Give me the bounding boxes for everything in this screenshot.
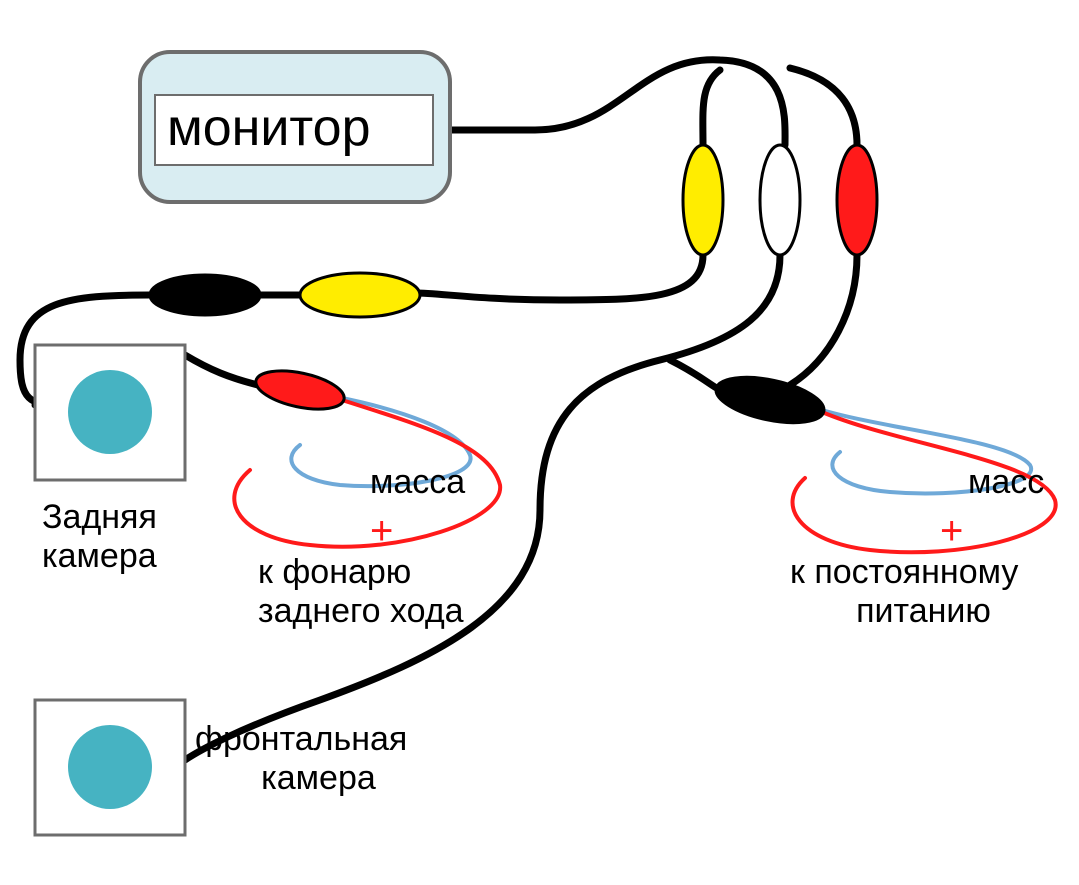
connector-mid-yellow <box>300 273 420 317</box>
label-plus-right: + <box>940 508 963 554</box>
connector-mid-black-right <box>712 369 828 431</box>
front-camera-lens <box>68 725 152 809</box>
rear-camera-lens <box>68 370 152 454</box>
monitor-label: монитор <box>167 99 371 159</box>
wire-blackright-in <box>670 360 720 390</box>
wire-split-red <box>790 68 857 145</box>
wire-yellow-down <box>415 255 703 300</box>
connector-mid-black-left <box>150 275 260 315</box>
rear-camera-label: Задняя камера <box>42 498 157 576</box>
label-to-reverse: к фонарю заднего хода <box>258 553 464 631</box>
connector-top-yellow <box>683 145 723 255</box>
label-mass-right: масс <box>968 463 1044 502</box>
connector-mid-red <box>252 364 347 416</box>
label-mass-left: масса <box>370 463 465 502</box>
connector-top-white <box>760 145 800 255</box>
front-camera-label: фронтальная камера <box>195 720 407 798</box>
wire-monitor-main <box>452 60 785 145</box>
wire-red-down <box>790 255 857 408</box>
wire-white-to-front <box>185 255 780 760</box>
label-to-power: к постоянному питанию <box>790 553 1018 631</box>
connector-top-red <box>837 145 877 255</box>
wiring-diagram <box>0 0 1079 885</box>
wire-split-yellow <box>703 70 720 145</box>
label-plus-left: + <box>370 508 393 554</box>
wire-rear-power-stub <box>185 355 258 385</box>
